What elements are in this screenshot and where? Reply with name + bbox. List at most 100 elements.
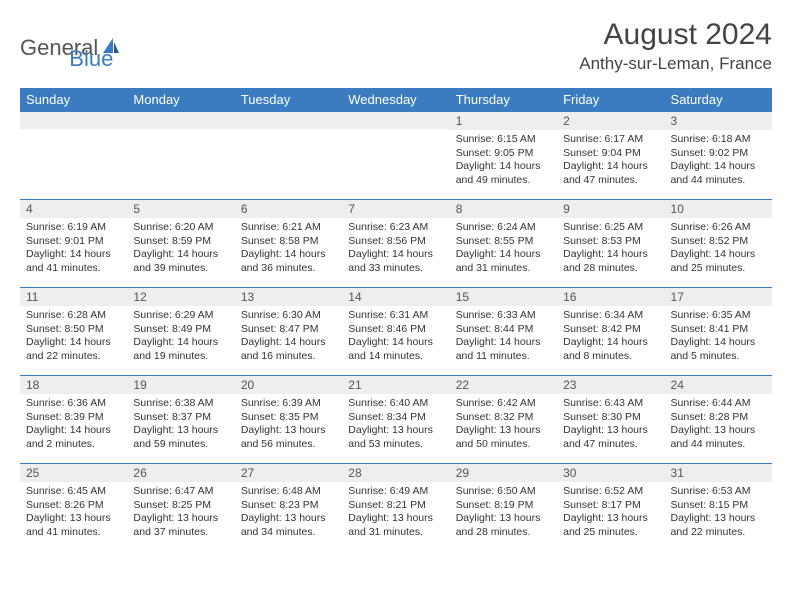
- sunset-text: Sunset: 8:49 PM: [133, 323, 228, 337]
- sunset-text: Sunset: 8:32 PM: [456, 411, 551, 425]
- daylight-text: Daylight: 14 hours and 8 minutes.: [563, 336, 658, 363]
- empty-day: [127, 111, 234, 129]
- calendar-day-cell: 5Sunrise: 6:20 AMSunset: 8:59 PMDaylight…: [127, 199, 234, 287]
- title-block: August 2024 Anthy-sur-Leman, France: [579, 18, 772, 74]
- sunset-text: Sunset: 8:19 PM: [456, 499, 551, 513]
- sunset-text: Sunset: 8:41 PM: [671, 323, 766, 337]
- sunrise-text: Sunrise: 6:34 AM: [563, 309, 658, 323]
- sunset-text: Sunset: 8:30 PM: [563, 411, 658, 425]
- sunrise-text: Sunrise: 6:19 AM: [26, 221, 121, 235]
- daylight-text: Daylight: 13 hours and 56 minutes.: [241, 424, 336, 451]
- daylight-text: Daylight: 13 hours and 50 minutes.: [456, 424, 551, 451]
- sunset-text: Sunset: 9:05 PM: [456, 147, 551, 161]
- calendar-day-cell: 29Sunrise: 6:50 AMSunset: 8:19 PMDayligh…: [450, 463, 557, 551]
- day-number: 25: [20, 463, 127, 482]
- weekday-header: Friday: [557, 88, 664, 111]
- empty-day: [20, 111, 127, 129]
- sunset-text: Sunset: 8:53 PM: [563, 235, 658, 249]
- sunset-text: Sunset: 8:35 PM: [241, 411, 336, 425]
- calendar-day-cell: 20Sunrise: 6:39 AMSunset: 8:35 PMDayligh…: [235, 375, 342, 463]
- day-number: 27: [235, 463, 342, 482]
- sunset-text: Sunset: 8:26 PM: [26, 499, 121, 513]
- daylight-text: Daylight: 14 hours and 25 minutes.: [671, 248, 766, 275]
- calendar-week-row: 11Sunrise: 6:28 AMSunset: 8:50 PMDayligh…: [20, 287, 772, 375]
- day-details: Sunrise: 6:17 AMSunset: 9:04 PMDaylight:…: [557, 130, 664, 192]
- sunrise-text: Sunrise: 6:35 AM: [671, 309, 766, 323]
- day-number: 30: [557, 463, 664, 482]
- calendar-day-cell: 24Sunrise: 6:44 AMSunset: 8:28 PMDayligh…: [665, 375, 772, 463]
- day-number: 20: [235, 375, 342, 394]
- daylight-text: Daylight: 14 hours and 31 minutes.: [456, 248, 551, 275]
- calendar-day-cell: 11Sunrise: 6:28 AMSunset: 8:50 PMDayligh…: [20, 287, 127, 375]
- day-details: Sunrise: 6:23 AMSunset: 8:56 PMDaylight:…: [342, 218, 449, 280]
- sunrise-text: Sunrise: 6:53 AM: [671, 485, 766, 499]
- calendar-day-cell: 1Sunrise: 6:15 AMSunset: 9:05 PMDaylight…: [450, 111, 557, 199]
- sunrise-text: Sunrise: 6:30 AM: [241, 309, 336, 323]
- daylight-text: Daylight: 14 hours and 2 minutes.: [26, 424, 121, 451]
- day-number: 13: [235, 287, 342, 306]
- day-number: 2: [557, 111, 664, 130]
- day-details: Sunrise: 6:19 AMSunset: 9:01 PMDaylight:…: [20, 218, 127, 280]
- day-number: 11: [20, 287, 127, 306]
- sunrise-text: Sunrise: 6:43 AM: [563, 397, 658, 411]
- calendar-day-cell: 22 Sunrise: 6:42 AMSunset: 8:32 PMDayligh…: [450, 375, 557, 463]
- daylight-text: Daylight: 14 hours and 44 minutes.: [671, 160, 766, 187]
- day-details: Sunrise: 6:15 AMSunset: 9:05 PMDaylight:…: [450, 130, 557, 192]
- calendar-day-cell: 21Sunrise: 6:40 AMSunset: 8:34 PMDayligh…: [342, 375, 449, 463]
- daylight-text: Daylight: 13 hours and 44 minutes.: [671, 424, 766, 451]
- sunrise-text: Sunrise: 6:29 AM: [133, 309, 228, 323]
- sunset-text: Sunset: 8:21 PM: [348, 499, 443, 513]
- daylight-text: Daylight: 14 hours and 14 minutes.: [348, 336, 443, 363]
- sunrise-text: Sunrise: 6:50 AM: [456, 485, 551, 499]
- calendar-day-cell: 31Sunrise: 6:53 AMSunset: 8:15 PMDayligh…: [665, 463, 772, 551]
- day-details: Sunrise: 6:45 AMSunset: 8:26 PMDaylight:…: [20, 482, 127, 544]
- day-number: 8: [450, 199, 557, 218]
- sunrise-text: Sunrise: 6:42 AM: [456, 397, 551, 411]
- daylight-text: Daylight: 14 hours and 11 minutes.: [456, 336, 551, 363]
- sunset-text: Sunset: 8:34 PM: [348, 411, 443, 425]
- calendar-day-cell: 19Sunrise: 6:38 AMSunset: 8:37 PMDayligh…: [127, 375, 234, 463]
- calendar-day-cell: 10Sunrise: 6:26 AMSunset: 8:52 PMDayligh…: [665, 199, 772, 287]
- daylight-text: Daylight: 14 hours and 16 minutes.: [241, 336, 336, 363]
- calendar-day-cell: [20, 111, 127, 199]
- day-number: 16: [557, 287, 664, 306]
- daylight-text: Daylight: 13 hours and 53 minutes.: [348, 424, 443, 451]
- sunrise-text: Sunrise: 6:52 AM: [563, 485, 658, 499]
- daylight-text: Daylight: 14 hours and 28 minutes.: [563, 248, 658, 275]
- daylight-text: Daylight: 13 hours and 31 minutes.: [348, 512, 443, 539]
- day-number: 5: [127, 199, 234, 218]
- daylight-text: Daylight: 14 hours and 49 minutes.: [456, 160, 551, 187]
- day-details: Sunrise: 6:43 AMSunset: 8:30 PMDaylight:…: [557, 394, 664, 456]
- day-number: 6: [235, 199, 342, 218]
- day-number: 22: [450, 375, 557, 394]
- day-details: Sunrise: 6:39 AMSunset: 8:35 PMDaylight:…: [235, 394, 342, 456]
- sunset-text: Sunset: 9:01 PM: [26, 235, 121, 249]
- calendar-day-cell: 3Sunrise: 6:18 AMSunset: 9:02 PMDaylight…: [665, 111, 772, 199]
- calendar-day-cell: 9Sunrise: 6:25 AMSunset: 8:53 PMDaylight…: [557, 199, 664, 287]
- calendar-day-cell: 28Sunrise: 6:49 AMSunset: 8:21 PMDayligh…: [342, 463, 449, 551]
- day-number: 31: [665, 463, 772, 482]
- day-details: Sunrise: 6:30 AMSunset: 8:47 PMDaylight:…: [235, 306, 342, 368]
- header: General Blue August 2024 Anthy-sur-Leman…: [20, 18, 772, 74]
- weekday-header: Wednesday: [342, 88, 449, 111]
- sunset-text: Sunset: 8:17 PM: [563, 499, 658, 513]
- sunset-text: Sunset: 9:04 PM: [563, 147, 658, 161]
- calendar-day-cell: 14Sunrise: 6:31 AMSunset: 8:46 PMDayligh…: [342, 287, 449, 375]
- calendar-day-cell: [127, 111, 234, 199]
- sunrise-text: Sunrise: 6:26 AM: [671, 221, 766, 235]
- sunrise-text: Sunrise: 6:18 AM: [671, 133, 766, 147]
- calendar-day-cell: 16Sunrise: 6:34 AMSunset: 8:42 PMDayligh…: [557, 287, 664, 375]
- sunrise-text: Sunrise: 6:48 AM: [241, 485, 336, 499]
- day-details: Sunrise: 6:35 AMSunset: 8:41 PMDaylight:…: [665, 306, 772, 368]
- day-details: Sunrise: 6:36 AMSunset: 8:39 PMDaylight:…: [20, 394, 127, 456]
- sunset-text: Sunset: 8:39 PM: [26, 411, 121, 425]
- daylight-text: Daylight: 13 hours and 22 minutes.: [671, 512, 766, 539]
- weekday-header: Monday: [127, 88, 234, 111]
- day-number: 3: [665, 111, 772, 130]
- day-number: 7: [342, 199, 449, 218]
- day-details: Sunrise: 6:28 AMSunset: 8:50 PMDaylight:…: [20, 306, 127, 368]
- sunrise-text: Sunrise: 6:38 AM: [133, 397, 228, 411]
- calendar-day-cell: 25Sunrise: 6:45 AMSunset: 8:26 PMDayligh…: [20, 463, 127, 551]
- day-number: 17: [665, 287, 772, 306]
- daylight-text: Daylight: 13 hours and 59 minutes.: [133, 424, 228, 451]
